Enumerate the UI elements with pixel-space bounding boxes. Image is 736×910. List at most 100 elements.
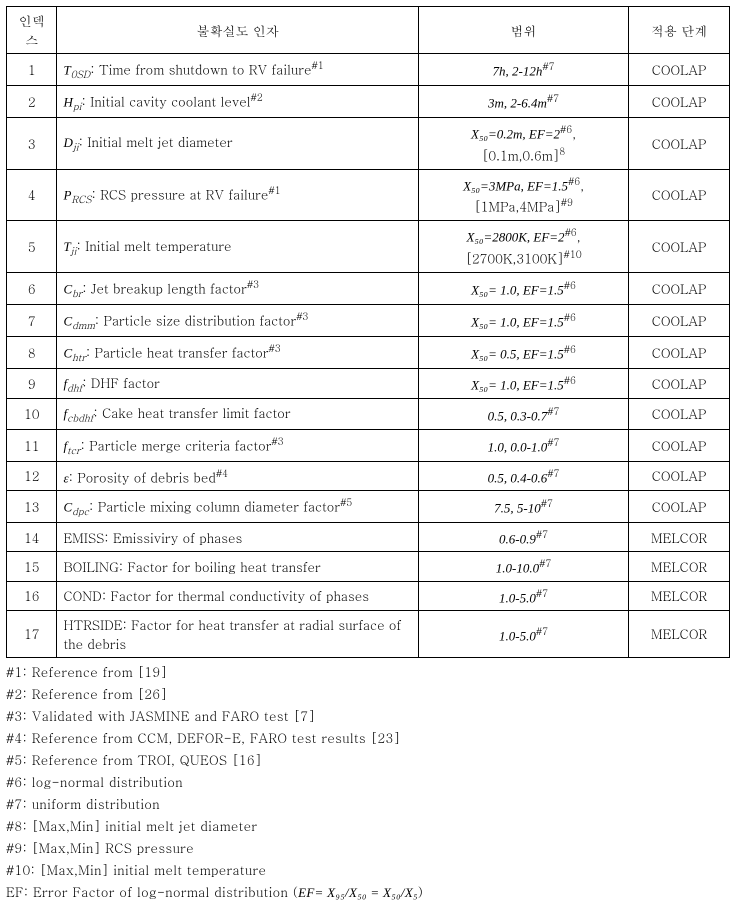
factor-symbol: C (63, 281, 72, 296)
range-line1-note: #6 (568, 174, 580, 188)
row-factor: EMISS: Emissiviry of phases (57, 522, 419, 551)
row-range: 0.5, 0.3-0.7#7 (418, 399, 628, 430)
range-line2-note: 8 (559, 144, 565, 158)
footnote-line: #3: Validated with JASMINE and FARO test… (6, 706, 730, 725)
row-range: 1.0-5.0#7 (418, 610, 628, 657)
range-note: #7 (547, 466, 559, 480)
factor-desc: : Particle heat transfer factor (86, 342, 269, 361)
row-range: 0.5, 0.4-0.6#7 (418, 461, 628, 490)
factor-subscript: RCS (71, 192, 91, 206)
table-row: 8Chtr: Particle heat transfer factor#3X₅… (7, 336, 730, 368)
factor-symbol: T (63, 62, 70, 77)
row-range: X₅₀=2800K, EF=2#6,[2700K,3100K]#10 (418, 221, 628, 273)
factor-desc: EMISS: Emissiviry of phases (63, 528, 242, 547)
row-stage: COOLAP (629, 304, 730, 336)
table-row: 14 EMISS: Emissiviry of phases 0.6-0.9#7ME… (7, 522, 730, 551)
range-line1: X₅₀=2800K, EF=2 (466, 229, 564, 244)
row-range: X₅₀= 1.0, EF=1.5#6 (418, 368, 628, 399)
col-header-factor: 불확실도 인자 (57, 7, 419, 54)
range-note: #7 (547, 91, 559, 105)
row-factor: Chtr: Particle heat transfer factor#3 (57, 336, 419, 368)
row-factor: Cdmm: Particle size distribution factor#… (57, 304, 419, 336)
factor-subscript: dpc (72, 504, 89, 518)
table-row: 11ftcr: Particle merge criteria factor#3… (7, 429, 730, 461)
row-index: 1 (7, 54, 57, 86)
row-factor: ε: Porosity of debris bed#4 (57, 461, 419, 490)
row-factor: T0SD: Time from shutdown to RV failure#1 (57, 54, 419, 86)
factor-note: #5 (340, 495, 352, 509)
factor-subscript: htr (72, 350, 86, 364)
row-stage: COOLAP (629, 221, 730, 273)
row-index: 11 (7, 429, 57, 461)
range-note: #7 (539, 556, 551, 570)
table-row: 17HTRSIDE: Factor for heat transfer at r… (7, 610, 730, 657)
row-factor: ftcr: Particle merge criteria factor#3 (57, 429, 419, 461)
row-range: 0.6-0.9#7 (418, 522, 628, 551)
row-stage: COOLAP (629, 399, 730, 430)
range-note: #7 (547, 435, 559, 449)
footnote-line: #10: [Max,Min] initial melt temperature (6, 860, 730, 879)
row-range: 7.5, 5-10#7 (418, 491, 628, 523)
row-range: 1.0-10.0#7 (418, 552, 628, 581)
row-factor: COND: Factor for thermal conductivity of… (57, 581, 419, 610)
factor-note: #1 (268, 183, 280, 197)
row-factor: Tji: Initial melt temperature (57, 221, 419, 273)
row-range: 3m, 2-6.4m#7 (418, 85, 628, 117)
range-note: #7 (536, 527, 548, 541)
row-index: 10 (7, 399, 57, 430)
range-value: 3m, 2-6.4m (488, 96, 547, 111)
row-stage: COOLAP (629, 368, 730, 399)
footnote-line: #1: Reference from [19] (6, 662, 730, 681)
factor-desc: : Porosity of debris bed (69, 467, 216, 486)
table-row: 16 COND: Factor for thermal conductivity … (7, 581, 730, 610)
footnote-line: #9: [Max,Min] RCS pressure (6, 838, 730, 857)
ef-suffix: ) (418, 882, 423, 901)
row-index: 16 (7, 581, 57, 610)
row-stage: COOLAP (629, 272, 730, 304)
row-stage: MELCOR (629, 552, 730, 581)
row-factor: PRCS: RCS pressure at RV failure#1 (57, 169, 419, 221)
row-range: X₅₀=3MPa, EF=1.5#6,[1MPa,4MPa]#9 (418, 169, 628, 221)
factor-desc: : Particle merge criteria factor (80, 435, 271, 454)
ef-equation: EF= X₉₅/X₅₀ = X₅₀/X₅ (298, 885, 418, 900)
range-value: X₅₀= 1.0, EF=1.5 (471, 314, 564, 329)
row-index: 17 (7, 610, 57, 657)
range-note: #7 (541, 496, 553, 510)
row-index: 6 (7, 272, 57, 304)
col-header-range: 범위 (418, 7, 628, 54)
factor-subscript: tcr (67, 443, 80, 457)
row-stage: COOLAP (629, 169, 730, 221)
row-range: 7h, 2-12h#7 (418, 54, 628, 86)
range-line1-note: #6 (565, 225, 577, 239)
factor-desc: COND: Factor for thermal conductivity of… (63, 586, 369, 605)
range-value: 0.5, 0.4-0.6 (488, 470, 548, 485)
col-header-stage: 적용 단계 (629, 7, 730, 54)
row-factor: fdhf: DHF factor (57, 368, 419, 399)
factor-subscript: cbdhf (67, 411, 93, 425)
range-note: #6 (564, 373, 576, 387)
range-note: #6 (564, 310, 576, 324)
ef-prefix: EF: Error Factor of log-normal distribut… (6, 882, 298, 901)
factor-desc: : Initial melt jet diameter (79, 132, 233, 151)
row-stage: COOLAP (629, 491, 730, 523)
row-index: 14 (7, 522, 57, 551)
factor-desc: : Initial melt temperature (76, 236, 231, 255)
footnote-ef: EF: Error Factor of log-normal distribut… (6, 882, 730, 901)
row-index: 2 (7, 85, 57, 117)
row-stage: MELCOR (629, 522, 730, 551)
table-header-row: 인덱스 불확실도 인자 범위 적용 단계 (7, 7, 730, 54)
row-factor: fcbdhf: Cake heat transfer limit factor (57, 399, 419, 430)
table-row: 15BOILING: Factor for boiling heat trans… (7, 552, 730, 581)
table-row: 9fdhf: DHF factorX₅₀= 1.0, EF=1.5#6COOLA… (7, 368, 730, 399)
table-row: 6Cbr: Jet breakup length factor#3X₅₀= 1.… (7, 272, 730, 304)
table-row: 1T0SD: Time from shutdown to RV failure#… (7, 54, 730, 86)
factor-symbol: C (63, 499, 72, 514)
factor-symbol: C (63, 345, 72, 360)
range-note: #7 (547, 404, 559, 418)
row-index: 15 (7, 552, 57, 581)
range-note: #7 (536, 624, 548, 638)
factor-desc: : Particle mixing column diameter factor (89, 496, 340, 515)
row-index: 7 (7, 304, 57, 336)
factor-note: #2 (251, 90, 263, 104)
row-range: 1.0, 0.0-1.0#7 (418, 429, 628, 461)
